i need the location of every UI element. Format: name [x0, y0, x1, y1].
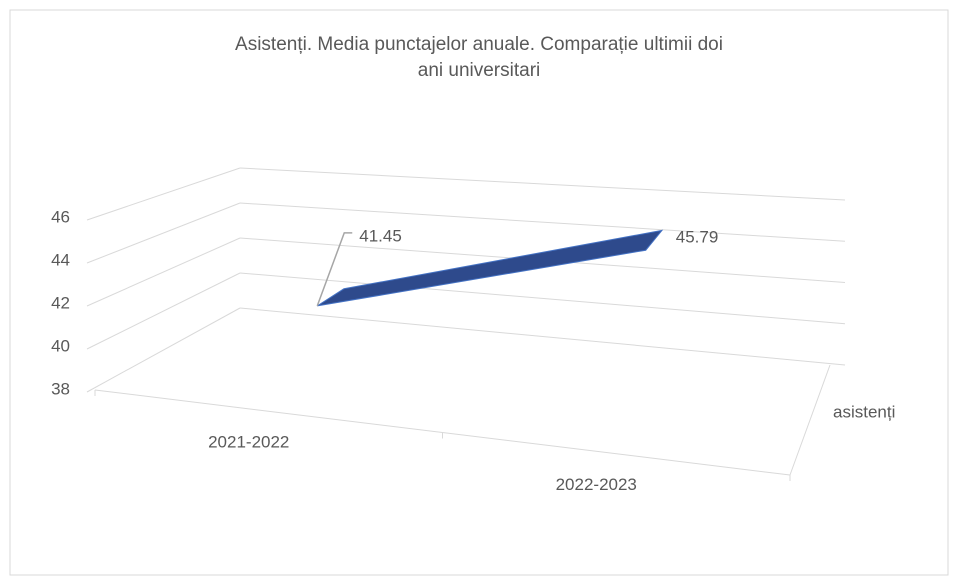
data-label: 45.79: [676, 228, 719, 247]
grid-line: [86, 307, 241, 393]
ribbon: [316, 229, 664, 307]
grid-line: [86, 202, 241, 264]
y-tick-label: 46: [51, 207, 70, 226]
leader-line: [316, 232, 353, 307]
grid-line: [86, 167, 241, 221]
x-tick-label: 2021-2022: [208, 433, 289, 452]
grid-line: [86, 237, 241, 307]
chart-border: [9, 9, 949, 576]
grid-line: [239, 307, 846, 366]
y-tick-label: 42: [51, 293, 70, 312]
x-tick-label: 2022-2023: [556, 475, 637, 494]
grid-line: [239, 167, 846, 201]
floor-edge: [789, 364, 831, 476]
chart-title: Asistenți. Media punctajelor anuale. Com…: [235, 34, 723, 81]
y-tick-label: 40: [51, 336, 70, 355]
grid-line: [239, 272, 846, 325]
grid-line: [239, 202, 846, 242]
y-tick-label: 38: [51, 379, 70, 398]
depth-label: asistenți: [833, 402, 895, 421]
y-tick-label: 44: [51, 250, 70, 269]
data-label: 41.45: [359, 226, 402, 245]
grid-line: [86, 272, 241, 350]
